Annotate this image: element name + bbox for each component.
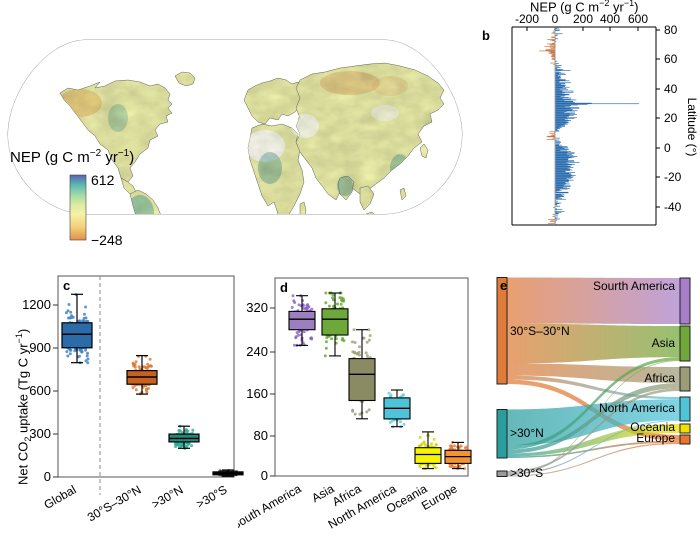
svg-text:>30°S: >30°S <box>194 482 230 511</box>
svg-text:612: 612 <box>91 173 115 188</box>
svg-text:20: 20 <box>664 111 678 125</box>
svg-text:900: 900 <box>29 340 51 355</box>
svg-text:600: 600 <box>628 12 648 26</box>
svg-text:Global: Global <box>41 482 78 511</box>
svg-text:60: 60 <box>664 52 678 66</box>
svg-text:160: 160 <box>246 386 268 401</box>
svg-text:300: 300 <box>29 426 51 441</box>
svg-text:0: 0 <box>664 141 671 155</box>
svg-text:>30°N: >30°N <box>149 482 185 511</box>
svg-text:400: 400 <box>600 12 620 26</box>
svg-text:South America: South America <box>238 481 304 532</box>
svg-text:30°S–30°N: 30°S–30°N <box>510 324 570 338</box>
svg-text:d: d <box>280 280 288 295</box>
svg-text:240: 240 <box>246 344 268 359</box>
svg-text:Europe: Europe <box>636 431 675 445</box>
svg-text:1200: 1200 <box>22 297 51 312</box>
svg-text:30°S–30°N: 30°S–30°N <box>85 482 144 524</box>
svg-text:-20: -20 <box>664 170 682 184</box>
svg-text:Asia: Asia <box>652 336 676 350</box>
svg-text:80: 80 <box>664 23 678 37</box>
svg-text:Sourth America: Sourth America <box>593 279 675 293</box>
svg-text:c: c <box>63 278 70 293</box>
svg-text:Africa: Africa <box>644 371 675 385</box>
svg-text:0: 0 <box>44 469 51 484</box>
svg-text:>30°S: >30°S <box>510 466 543 480</box>
svg-text:200: 200 <box>573 12 593 26</box>
svg-text:40: 40 <box>664 82 678 96</box>
svg-text:0: 0 <box>261 468 268 483</box>
svg-text:−248: −248 <box>91 232 123 248</box>
svg-text:320: 320 <box>246 300 268 315</box>
svg-text:-40: -40 <box>664 200 682 214</box>
svg-text:80: 80 <box>254 428 268 443</box>
svg-text:Latitude (°): Latitude (°) <box>685 98 699 157</box>
svg-text:e: e <box>500 278 507 293</box>
svg-text:600: 600 <box>29 383 51 398</box>
svg-text:-200: -200 <box>515 12 539 26</box>
svg-text:0: 0 <box>552 12 559 26</box>
svg-text:>30°N: >30°N <box>510 426 544 440</box>
svg-text:North America: North America <box>599 401 675 415</box>
